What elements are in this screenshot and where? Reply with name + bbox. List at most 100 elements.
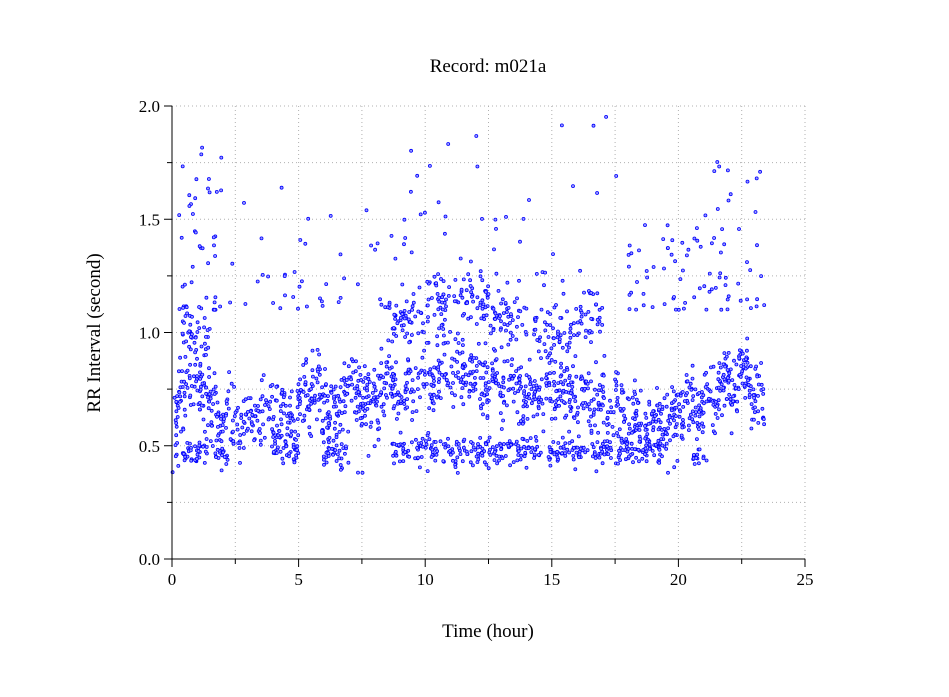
data-point [343, 444, 348, 449]
data-point [259, 236, 264, 241]
data-point [485, 365, 490, 370]
data-point [501, 442, 506, 446]
data-point [753, 399, 758, 404]
data-point [687, 428, 691, 433]
data-point [437, 377, 442, 381]
data-point [672, 465, 677, 470]
data-point [210, 444, 215, 448]
data-point [542, 283, 546, 288]
data-point [297, 284, 302, 289]
data-point [184, 382, 189, 387]
data-point [425, 279, 430, 284]
data-point [565, 309, 569, 314]
data-point [582, 290, 586, 295]
data-point [602, 396, 606, 401]
data-point [313, 393, 317, 398]
data-point [725, 297, 730, 302]
data-point [209, 408, 214, 413]
data-point [415, 445, 420, 450]
data-point [591, 397, 596, 402]
data-point [435, 343, 440, 348]
data-point [483, 381, 488, 386]
data-point [581, 401, 585, 406]
data-point [224, 462, 229, 466]
data-point [560, 278, 565, 283]
data-point [435, 395, 439, 400]
data-point [478, 269, 483, 274]
data-point [317, 352, 322, 357]
data-point [492, 449, 497, 454]
data-point [536, 349, 541, 354]
data-point [284, 444, 289, 449]
data-point [662, 266, 666, 271]
data-point [469, 353, 474, 358]
data-point [182, 379, 187, 384]
data-point [535, 338, 540, 342]
data-point [713, 411, 718, 416]
data-point [180, 331, 185, 336]
data-point [602, 439, 607, 444]
data-point [527, 392, 531, 397]
data-point [385, 371, 390, 376]
data-point [189, 458, 194, 463]
data-point [281, 446, 286, 450]
data-point [370, 390, 375, 395]
data-point [597, 383, 602, 387]
data-point [674, 422, 679, 427]
data-point [594, 469, 599, 474]
data-point [462, 437, 467, 442]
data-point [451, 381, 455, 385]
data-point [617, 427, 622, 432]
data-point [469, 290, 474, 295]
data-point [643, 427, 648, 432]
data-point [652, 453, 657, 458]
grid-lines [172, 105, 806, 559]
data-point [369, 420, 374, 425]
data-point [539, 397, 544, 402]
data-point [516, 366, 521, 371]
data-point [444, 297, 448, 302]
data-point [295, 444, 300, 449]
data-point [561, 444, 566, 449]
data-point [338, 385, 343, 390]
data-point [627, 292, 632, 297]
data-point [484, 313, 489, 318]
data-point [403, 335, 408, 339]
data-point [307, 425, 312, 430]
data-point [484, 442, 488, 447]
data-point [725, 397, 729, 401]
data-point [219, 188, 224, 193]
data-point [542, 342, 547, 347]
data-point [426, 297, 431, 302]
data-point [562, 331, 567, 335]
data-point [392, 393, 397, 398]
data-point [247, 416, 252, 421]
data-point [334, 459, 339, 463]
data-point [704, 307, 709, 312]
data-point [571, 453, 576, 458]
data-point [522, 454, 527, 459]
data-point [438, 439, 443, 444]
data-point [325, 398, 330, 403]
data-point [549, 358, 554, 362]
data-point [177, 213, 182, 218]
data-point [732, 358, 736, 363]
data-point [202, 341, 207, 346]
data-point [563, 441, 568, 446]
data-point [367, 380, 372, 384]
data-point [240, 425, 245, 430]
data-point [416, 455, 420, 460]
data-point [337, 429, 342, 434]
data-point [173, 443, 178, 448]
data-point [656, 417, 661, 422]
data-point [595, 191, 599, 195]
data-point [753, 366, 758, 371]
data-point [338, 295, 343, 300]
data-point [211, 235, 216, 240]
data-point [180, 164, 185, 169]
data-point [232, 414, 237, 419]
data-point [208, 396, 213, 401]
data-point [573, 467, 578, 472]
data-point [701, 410, 706, 415]
data-point [177, 399, 182, 404]
